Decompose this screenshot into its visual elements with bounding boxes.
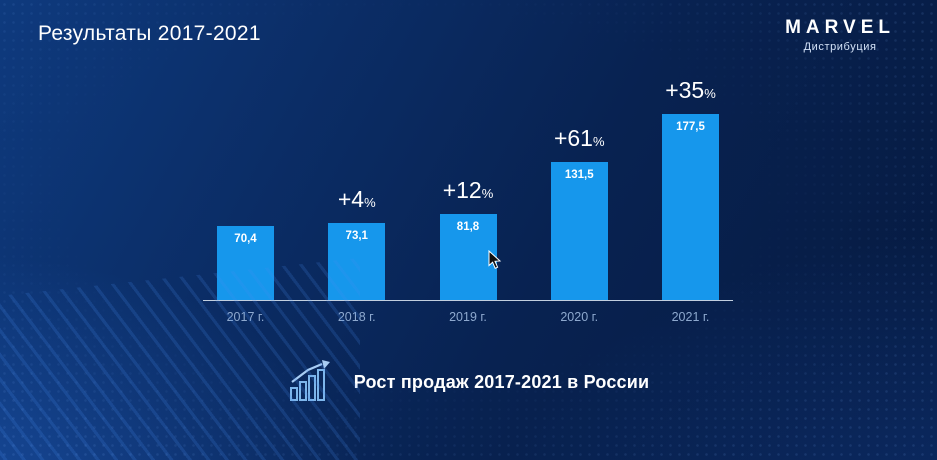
x-axis-label: 2019 г. bbox=[449, 310, 487, 324]
x-axis-labels: 2017 г. 2018 г. 2019 г. 2020 г. 2021 г. bbox=[203, 310, 733, 324]
x-axis-label: 2021 г. bbox=[671, 310, 710, 324]
growth-chart-icon bbox=[289, 360, 330, 401]
bar-column: +12% 81,8 bbox=[439, 177, 497, 300]
x-axis-label: 2020 г. bbox=[560, 310, 599, 324]
page-title: Результаты 2017-2021 bbox=[38, 22, 261, 45]
x-axis-label: 2017 г. bbox=[226, 310, 265, 324]
bar: 131,5 bbox=[550, 162, 608, 300]
bar: 70,4 bbox=[217, 226, 274, 300]
x-axis-label: 2018 г. bbox=[337, 310, 376, 324]
caption-text: Рост продаж 2017-2021 в России bbox=[353, 371, 650, 392]
growth-label: +4% bbox=[337, 186, 376, 212]
bar-column: +35% 177,5 bbox=[662, 77, 719, 300]
bar-value-label: 73,1 bbox=[345, 230, 368, 242]
bar: 73,1 bbox=[328, 223, 386, 300]
bar: 81,8 bbox=[439, 214, 497, 300]
bar-chart: 70,4 +4% 73,1 +12% 81,8 +61% 131,5 +35% 177,5 20… bbox=[203, 68, 733, 324]
company-logo: MARVEL Дистрибуция bbox=[785, 17, 895, 53]
logo-brand-text: MARVEL bbox=[785, 17, 895, 38]
bar-column: +61% 131,5 bbox=[550, 125, 608, 300]
logo-subtitle: Дистрибуция bbox=[803, 40, 877, 53]
x-axis-line bbox=[203, 300, 733, 301]
bar: 177,5 bbox=[662, 114, 719, 300]
bar-value-label: 81,8 bbox=[456, 221, 480, 233]
bar-column: 70,4 bbox=[217, 226, 274, 300]
chart-caption: Рост продаж 2017-2021 в России bbox=[0, 360, 937, 404]
growth-label: +12% bbox=[442, 177, 494, 203]
growth-label: +61% bbox=[553, 125, 605, 151]
bar-column: +4% 73,1 bbox=[328, 186, 386, 300]
bar-value-label: 177,5 bbox=[676, 121, 705, 133]
bar-value-label: 131,5 bbox=[564, 169, 594, 181]
mouse-cursor bbox=[488, 250, 502, 269]
growth-label: +35% bbox=[665, 77, 716, 103]
bar-value-label: 70,4 bbox=[234, 233, 257, 245]
bars-row: 70,4 +4% 73,1 +12% 81,8 +61% 131,5 +35% 177,5 bbox=[203, 68, 733, 300]
